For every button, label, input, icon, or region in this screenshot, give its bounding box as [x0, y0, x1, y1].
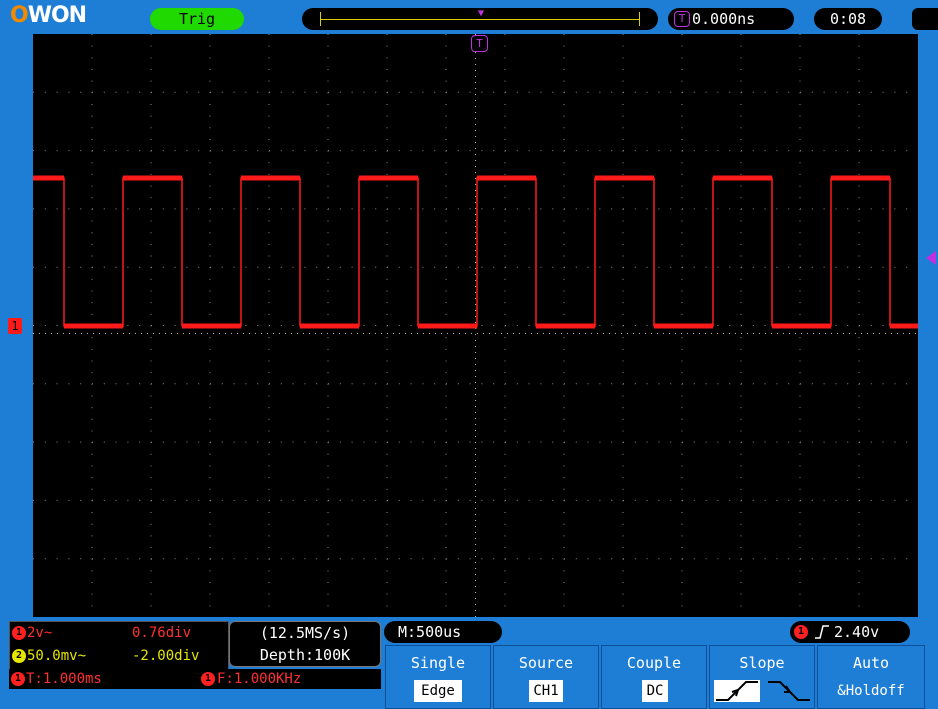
trigger-position-marker-icon: T: [471, 35, 488, 52]
timebase-readout: M:500us: [384, 621, 502, 643]
softkey-slope[interactable]: Slope: [709, 645, 815, 709]
ch2-badge: 2: [12, 649, 26, 663]
trigger-delay-value: 0.000ns: [692, 10, 756, 28]
slope-rising-icon: [714, 680, 760, 702]
softkey-slope-label: Slope: [739, 654, 785, 672]
ch1-ground-marker: 1: [8, 318, 22, 334]
softkey-source-value: CH1: [529, 680, 563, 702]
ch1-info-row: 1 2v~ 0.76div: [10, 623, 228, 643]
trigger-delay-readout: T 0.000ns: [668, 8, 794, 30]
softkey-single-label: Single: [410, 654, 466, 672]
clock-readout: 0:08: [814, 8, 882, 30]
trigger-t-icon: T: [674, 11, 690, 27]
waveform-display: [33, 34, 918, 617]
trigger-source-badge: 1: [794, 625, 808, 639]
softkey-couple-value: DC: [642, 680, 668, 702]
trigger-level-readout: 1 2.40v: [790, 621, 910, 643]
frequency-value: F:1.000KHz: [217, 671, 302, 687]
trigger-level-arrow-icon: [926, 251, 936, 265]
memory-depth: Depth:100K: [259, 646, 351, 664]
timeline-left-bracket: [320, 12, 321, 26]
trigger-level-value: 2.40v: [834, 623, 880, 641]
timeline-right-bracket: [639, 12, 640, 26]
period-badge: 1: [11, 672, 25, 686]
status-corner: [912, 8, 938, 30]
acquisition-info: (12.5MS/s) Depth:100K: [229, 621, 381, 667]
trigger-position-arrow-icon: ▼: [478, 8, 485, 19]
softkey-single[interactable]: Single Edge: [385, 645, 491, 709]
ch2-info-row: 2 50.0mv~ -2.00div: [10, 646, 228, 666]
timebase-position-bar: ▼: [302, 8, 658, 30]
trigger-status-badge: Trig: [150, 8, 244, 30]
softkey-source[interactable]: Source CH1: [493, 645, 599, 709]
sample-rate: (12.5MS/s): [259, 624, 351, 642]
ch1-offset: 0.76div: [132, 625, 192, 641]
softkey-single-value: Edge: [414, 680, 462, 702]
softkey-couple-label: Couple: [626, 654, 682, 672]
frequency-badge: 1: [201, 672, 215, 686]
measurement-row: 1 T:1.000ms 1 F:1.000KHz: [9, 669, 381, 689]
brand-logo: OWON: [10, 3, 87, 28]
ch1-badge: 1: [12, 626, 26, 640]
softkey-auto-label: Auto: [852, 654, 890, 672]
timeline-line: [320, 19, 640, 20]
slope-falling-icon: [768, 681, 810, 701]
softkey-source-label: Source: [518, 654, 574, 672]
top-status-bar: OWON Trig ▼ T 0.000ns 0:08: [0, 0, 938, 34]
softkey-couple[interactable]: Couple DC: [601, 645, 707, 709]
rising-edge-icon: [815, 625, 829, 639]
softkey-auto-value: &Holdoff: [837, 683, 905, 699]
softkey-auto-holdoff[interactable]: Auto &Holdoff: [817, 645, 925, 709]
graticule: [33, 34, 918, 617]
ch2-offset: -2.00div: [132, 648, 200, 664]
ch1-scale: 2v~: [27, 625, 53, 641]
period-value: T:1.000ms: [26, 671, 102, 687]
ch1-waveform: [33, 177, 918, 327]
timebase-value: M:500us: [398, 623, 462, 641]
ch2-scale: 50.0mv~: [27, 648, 87, 664]
